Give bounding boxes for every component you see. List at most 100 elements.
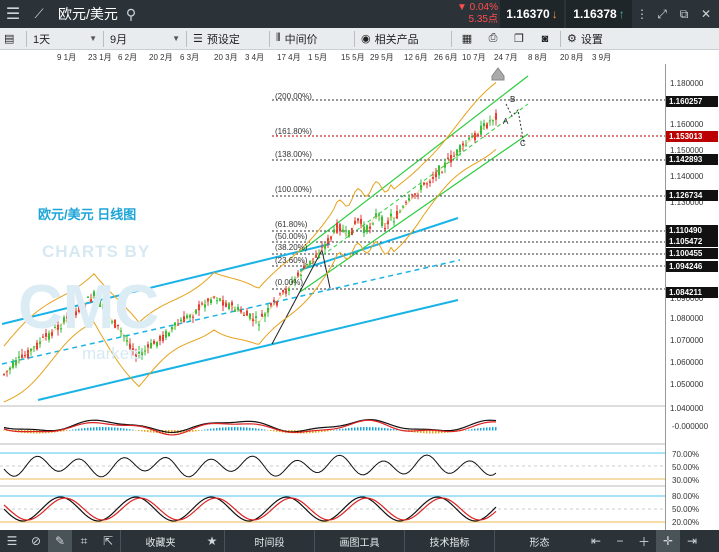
candle-body (456, 149, 458, 156)
candle-body (390, 213, 392, 217)
macd-histogram-bar (189, 430, 191, 433)
candle-body (477, 134, 479, 137)
candle-body (486, 123, 488, 129)
price-level-tag: 1.142893 (666, 154, 718, 165)
candle-body (138, 351, 140, 356)
macd-histogram-bar (132, 429, 134, 431)
candle-body (213, 296, 215, 298)
related-products-button[interactable]: ◉ 相关产品 (357, 28, 449, 50)
candle-body (315, 254, 317, 258)
candle-body (366, 225, 368, 233)
hamburger-icon[interactable]: ☰ (5, 6, 21, 23)
print-icon[interactable]: ⎙ (488, 32, 498, 44)
grid-icon[interactable]: ▦ (461, 33, 473, 45)
copy-icon[interactable]: ❐ (514, 33, 524, 45)
restore-icon[interactable]: ⧉ (679, 6, 689, 21)
macd-histogram-bar (120, 428, 122, 431)
price-tick: 1.180000 (670, 79, 704, 88)
macd-histogram-bar (90, 427, 92, 431)
buy-price-button[interactable]: 1.16378 ↑ (566, 0, 632, 28)
candle-body (27, 349, 29, 359)
macd-histogram-bar (345, 428, 347, 431)
candle-body (495, 113, 497, 120)
chart-area[interactable]: B A C (0, 64, 665, 530)
interval-select[interactable]: 1天 ▼ (29, 28, 101, 50)
candle-body (345, 230, 347, 232)
period-select[interactable]: 9月 ▼ (106, 28, 184, 50)
candle-body (156, 341, 158, 347)
candle-body (96, 295, 98, 299)
sell-price-button[interactable]: 1.16370 ↓ (500, 0, 564, 28)
preset-button[interactable]: ☰ 预设定 (189, 28, 267, 50)
candle-body (441, 172, 443, 174)
fullscreen-icon[interactable]: ⤢ (657, 6, 667, 21)
chart-line-icon[interactable]: ⟋ (34, 6, 44, 21)
drawing-tools-button[interactable]: 画图工具 (314, 530, 404, 552)
candle-body (432, 177, 434, 179)
candle-body (36, 342, 38, 350)
candle-body (126, 339, 128, 342)
stoch-k-line (3, 496, 497, 522)
more-icon[interactable]: ⋮ (636, 7, 648, 21)
candle-body (69, 314, 71, 322)
macd-histogram-bar (258, 428, 260, 431)
macd-histogram-bar (378, 427, 380, 431)
macd-histogram-bar (237, 427, 239, 431)
macd-histogram-bar (63, 430, 65, 432)
candle-body (249, 313, 251, 319)
date-label: 17 4月 (277, 53, 301, 62)
settings-button[interactable]: ⚙ 设置 (563, 28, 633, 50)
crosshair-icon[interactable]: ✛ (656, 530, 680, 552)
macd-histogram-bar (423, 430, 425, 434)
nudge-left-icon[interactable]: ⇤ (590, 534, 602, 548)
candle-body (411, 194, 413, 196)
macd-histogram-bar (387, 428, 389, 431)
magnet-icon[interactable]: ⌗ (80, 533, 88, 548)
macd-histogram-bar (381, 427, 383, 431)
price-axis[interactable]: 1.180000 1.160000 1.150000 1.140000 1.130000… (665, 64, 719, 530)
macd-histogram-bar (360, 427, 362, 431)
candle-body (120, 330, 122, 332)
candle-body (288, 288, 290, 291)
price-chart[interactable]: B A C (0, 64, 665, 530)
zoom-out-icon[interactable]: − (616, 534, 624, 548)
patterns-button[interactable]: 形态 (494, 530, 584, 552)
candle-body (111, 321, 113, 323)
price-type-button[interactable]: ⫴ 中间价 (272, 28, 352, 50)
hamburger-icon[interactable]: ☰ (6, 534, 18, 548)
candle-body (303, 265, 305, 270)
price-level-tag: 1.094246 (666, 261, 718, 272)
timeframe-button[interactable]: 时间段 (224, 530, 314, 552)
pencil-icon[interactable]: ✎ (48, 530, 72, 552)
macd-histogram-bar (3, 430, 5, 431)
favorites-button[interactable]: 收藏夹 (120, 530, 200, 552)
price-tick: 1.060000 (670, 358, 704, 367)
macd-histogram-bar (207, 429, 209, 431)
camera-icon[interactable]: ◙ (541, 32, 549, 45)
price-level-tag: 1.105472 (666, 236, 718, 247)
macd-histogram-bar (99, 427, 101, 431)
star-icon[interactable]: ★ (206, 534, 218, 548)
macd-histogram-bar (213, 428, 215, 431)
list-icon[interactable]: ▤ (4, 33, 15, 45)
preset-label: 预设定 (206, 33, 240, 46)
candle-body (318, 254, 320, 257)
macd-histogram-bar (363, 427, 365, 431)
candle-body (117, 324, 119, 327)
cursor-icon[interactable]: ⇱ (102, 534, 114, 548)
price-tick: 1.040000 (670, 404, 704, 413)
nudge-right-icon[interactable]: ⇥ (686, 534, 698, 548)
block-icon[interactable]: ⊘ (30, 534, 42, 548)
indicators-button[interactable]: 技术指标 (404, 530, 494, 552)
macd-histogram-bar (357, 427, 359, 431)
macd-histogram-bar (384, 428, 386, 431)
price-level-tag: 1.126734 (666, 190, 718, 201)
instrument-symbol[interactable]: 欧元/美元 (58, 6, 118, 22)
macd-histogram-bar (390, 428, 392, 431)
close-icon[interactable]: ✕ (700, 7, 712, 21)
macd-histogram-bar (426, 430, 428, 434)
date-label: 26 6月 (434, 53, 458, 62)
candle-body (135, 352, 137, 357)
search-icon[interactable]: ⚲ (125, 5, 137, 22)
zoom-in-icon[interactable]: ＋ (637, 534, 650, 549)
